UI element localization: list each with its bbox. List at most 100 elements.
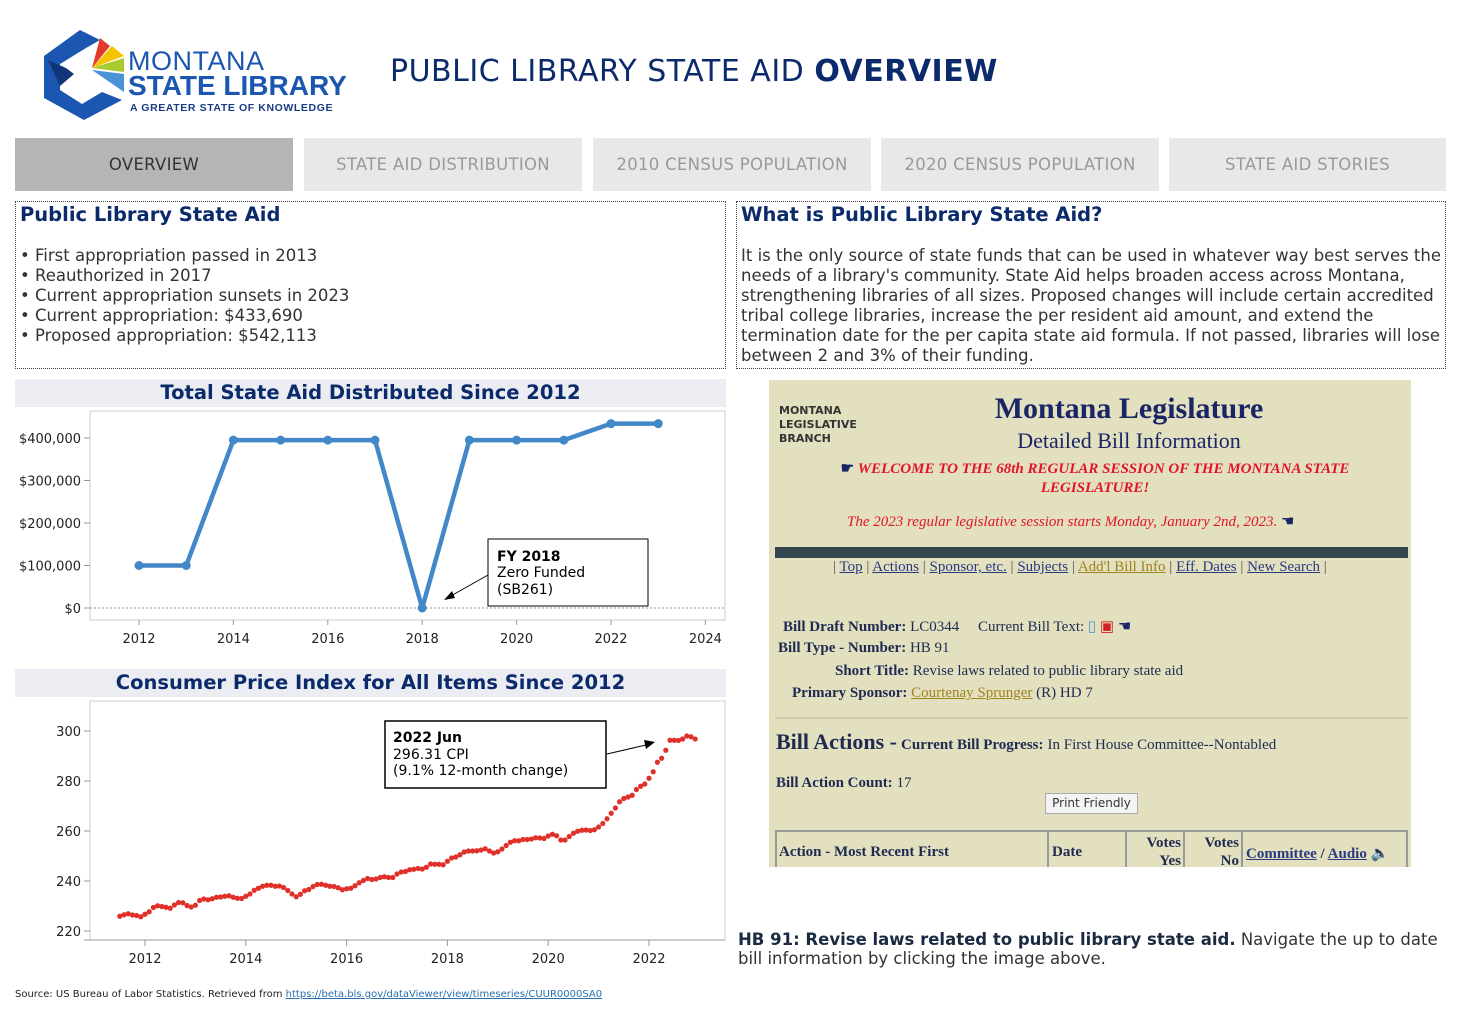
audio-link[interactable]: Audio: [1327, 846, 1367, 862]
cpi-point: [667, 737, 673, 743]
cpi-point: [407, 867, 413, 873]
cpi-point: [327, 883, 333, 889]
session-note: The 2023 regular legislative session sta…: [847, 514, 1295, 530]
tab-2020-census-population[interactable]: 2020 CENSUS POPULATION: [881, 138, 1159, 191]
cpi-point: [230, 894, 236, 900]
pointing-hand-icon: ☚: [1277, 514, 1295, 530]
cpi-point: [600, 820, 606, 827]
committee-link[interactable]: Committee: [1246, 846, 1317, 862]
legislature-subtitle: Detailed Bill Information: [1017, 428, 1241, 453]
nav-actions[interactable]: Actions: [872, 559, 919, 575]
legislative-branch-logo: MONTANA LEGISLATIVE BRANCH: [779, 404, 857, 445]
x-tick-label: 2018: [431, 952, 464, 967]
cpi-point: [176, 899, 182, 906]
legislature-title: Montana Legislature: [994, 392, 1264, 425]
cpi-point: [167, 905, 173, 911]
cpi-point: [549, 831, 556, 837]
tab-2010-census-population[interactable]: 2010 CENSUS POPULATION: [593, 138, 871, 191]
cpi-point: [369, 876, 375, 883]
data-point: [606, 419, 616, 429]
cpi-point: [629, 792, 635, 798]
cpi-point: [197, 897, 203, 904]
cpi-point: [205, 897, 211, 903]
cpi-point: [587, 827, 593, 834]
cpi-point: [348, 885, 354, 891]
data-point: [276, 435, 286, 445]
short-title-row: Short Title: Revise laws related to publ…: [835, 663, 1184, 679]
cpi-point: [163, 904, 169, 910]
x-tick-label: 2018: [406, 632, 439, 647]
cpi-point: [604, 816, 610, 822]
cpi-point: [213, 894, 219, 900]
cpi-point: [520, 836, 526, 843]
cpi-point: [352, 883, 358, 889]
y-tick-label: $400,000: [19, 432, 81, 447]
cpi-point: [142, 911, 148, 917]
cpi-point: [302, 888, 308, 894]
cpi-point: [394, 871, 400, 877]
y-tick-label: $0: [64, 602, 81, 617]
source-link[interactable]: https://beta.bls.gov/dataViewer/view/tim…: [285, 989, 603, 1000]
data-point: [417, 603, 427, 613]
nav-sponsor[interactable]: Sponsor, etc.: [929, 559, 1007, 575]
cpi-point: [306, 886, 312, 893]
cpi-point: [289, 891, 295, 897]
cpi-point: [621, 795, 627, 802]
nav-top[interactable]: Top: [839, 559, 863, 575]
cpi-point: [423, 864, 429, 870]
cpi-point: [533, 835, 539, 841]
cpi-point: [457, 852, 463, 858]
pointing-hand-icon: ☚: [1117, 619, 1132, 635]
what-is-title: What is Public Library State Aid?: [741, 203, 1103, 226]
cpi-point: [390, 874, 396, 881]
list-item: Current appropriation sunsets in 2023: [20, 286, 721, 306]
cpi-point: [486, 848, 492, 854]
data-point: [559, 435, 569, 445]
cpi-point: [209, 896, 215, 902]
cpi-point: [260, 883, 266, 889]
cpi-point: [684, 733, 690, 739]
cpi-point: [638, 783, 644, 789]
cpi-point: [373, 876, 379, 882]
list-item: Current appropriation: $433,690: [20, 306, 721, 326]
cpi-point: [129, 912, 135, 918]
cpi-point: [554, 833, 560, 839]
data-point: [464, 435, 474, 445]
cpi-point: [558, 837, 564, 843]
nav-eff-dates[interactable]: Eff. Dates: [1176, 559, 1237, 575]
cpi-point: [663, 747, 669, 753]
cpi-point: [537, 835, 543, 841]
nav-new-search[interactable]: New Search: [1247, 559, 1321, 575]
x-tick-label: 2016: [311, 632, 344, 647]
nav-addl-bill-info[interactable]: Add'l Bill Info: [1077, 559, 1166, 575]
cpi-point: [465, 848, 471, 854]
cpi-point: [146, 909, 152, 915]
data-point: [323, 435, 333, 445]
cpi-point: [268, 882, 274, 888]
nav-subjects[interactable]: Subjects: [1017, 559, 1069, 575]
sponsor-link[interactable]: Courtenay Sprunger: [911, 685, 1033, 701]
state-aid-line-chart: $0 $100,000 $200,000 $300,000 $400,000 2012 20…: [19, 410, 726, 647]
cpi-point: [650, 769, 656, 775]
cpi-point: [516, 838, 522, 844]
y-tick-label: 280: [56, 775, 81, 790]
tab-state-aid-stories[interactable]: STATE AID STORIES: [1169, 138, 1446, 191]
cpi-point: [688, 734, 694, 740]
data-point: [370, 435, 380, 445]
data-point: [134, 561, 144, 570]
cpi-point: [478, 847, 484, 853]
cpi-point: [121, 912, 127, 918]
cpi-point: [612, 805, 619, 811]
cpi-point: [356, 880, 362, 886]
cpi-point: [470, 848, 476, 854]
y-tick-label: 220: [56, 925, 81, 940]
page-title: PUBLIC LIBRARY STATE AID OVERVIEW: [390, 54, 998, 89]
cpi-point: [285, 887, 291, 894]
tab-overview[interactable]: OVERVIEW: [15, 138, 293, 191]
cpi-point: [281, 884, 287, 891]
print-friendly-button[interactable]: Print Friendly: [1045, 793, 1138, 814]
legislature-bill-image-link[interactable]: MONTANA LEGISLATIVE BRANCH Montana Legisla…: [769, 380, 1411, 867]
montana-state-library-logo[interactable]: MONTANA STATE LIBRARY A GREATER STATE OF…: [40, 28, 360, 123]
tab-state-aid-distribution[interactable]: STATE AID DISTRIBUTION: [304, 138, 582, 191]
cpi-point: [171, 902, 177, 908]
